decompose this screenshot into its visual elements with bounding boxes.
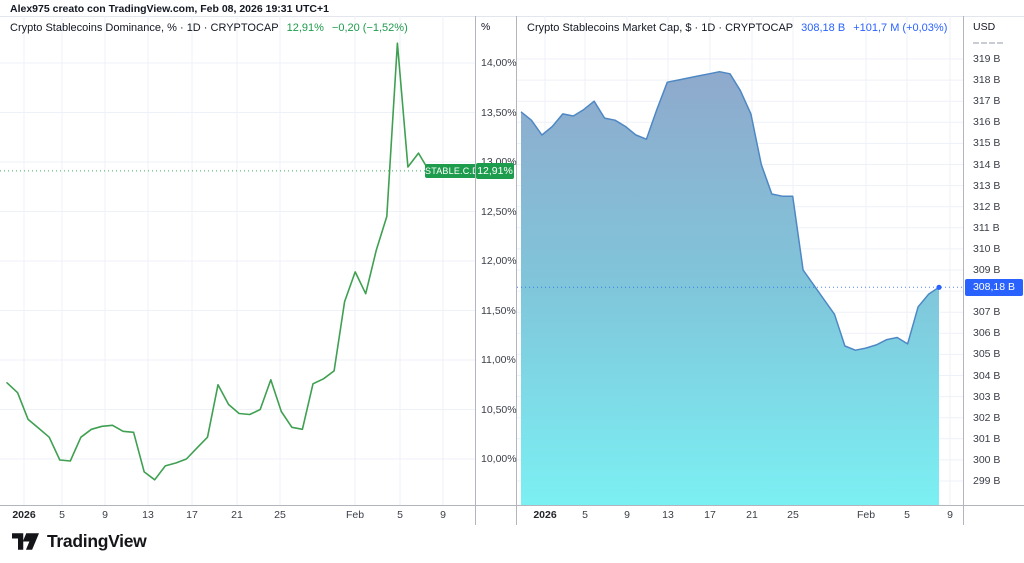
y-tick-label: 318 B — [973, 74, 1001, 87]
y-tick-label: 313 B — [973, 179, 1001, 192]
x-tick-label: 9 — [624, 509, 630, 521]
x-tick-label: 17 — [186, 509, 198, 521]
y-tick-label: 309 B — [973, 264, 1001, 276]
percent-axis-unit: % — [481, 21, 491, 33]
y-tick-label: 14,00% — [481, 57, 517, 69]
x-tick-label: 25 — [787, 509, 799, 521]
x-tick-label: 13 — [142, 509, 154, 521]
x-tick-label: 2026 — [12, 509, 36, 521]
stablecd-series-badge: STABLE.C.D — [425, 164, 475, 178]
attribution-text: Alex975 creato con TradingView.com, Feb … — [10, 3, 329, 15]
axis-dash-indicator — [973, 42, 1003, 44]
dominance-legend: Crypto Stablecoins Dominance, % · 1D · C… — [10, 21, 408, 35]
x-tick-label: 25 — [274, 509, 286, 521]
x-tick-label: Feb — [856, 509, 876, 521]
y-tick-label: 13,50% — [481, 106, 517, 119]
dominance-pane: STABLE.C.D — [0, 16, 475, 505]
y-tick-label: 301 B — [973, 432, 1001, 445]
y-tick-label: 305 B — [973, 348, 1001, 361]
dominance-last-value: 12,91% — [286, 22, 324, 34]
top-border — [0, 16, 1024, 17]
time-axis-border — [0, 505, 1024, 506]
x-tick-label: 5 — [397, 509, 403, 521]
tradingview-logo-icon — [12, 533, 39, 550]
x-tick-label: Feb — [345, 509, 365, 521]
y-tick-label: 306 B — [973, 327, 1001, 340]
market-cap-price-badge: 308,18 B — [965, 279, 1023, 296]
y-tick-label: 12,50% — [481, 205, 517, 218]
x-tick-label: 17 — [704, 509, 716, 521]
market-cap-area-chart[interactable] — [517, 16, 963, 505]
y-tick-label: 314 B — [973, 158, 1001, 171]
x-tick-label: 13 — [662, 509, 674, 521]
x-tick-label: 5 — [582, 509, 588, 521]
x-tick-label: 9 — [947, 509, 953, 521]
pane-divider — [516, 16, 517, 525]
y-tick-label: 11,50% — [481, 304, 516, 317]
dominance-price-axis[interactable]: % 12,91% 14,00% 13,50% 13,00% 12,50% 12,00% 1… — [475, 16, 517, 525]
x-tick-label: 2026 — [533, 509, 557, 521]
market-cap-price-axis[interactable]: USD 308,18 B 319 B 318 B 317 B 316 B 315 B 31… — [963, 16, 1024, 525]
market-cap-pane — [517, 16, 963, 505]
x-tick-label: 5 — [904, 509, 910, 521]
y-tick-label: 316 B — [973, 116, 1001, 129]
dominance-line-chart[interactable] — [0, 16, 475, 505]
market-cap-legend: Crypto Stablecoins Market Cap, $ · 1D · … — [527, 21, 947, 35]
x-tick-label: 9 — [440, 509, 446, 521]
x-tick-label: 9 — [102, 509, 108, 521]
tradingview-logo[interactable]: TradingView — [12, 531, 147, 552]
x-tick-label: 21 — [746, 509, 758, 521]
x-tick-label: 5 — [59, 509, 65, 521]
y-tick-label: 10,00% — [481, 453, 517, 465]
usd-axis-unit: USD — [973, 21, 996, 33]
y-tick-label: 303 B — [973, 390, 1001, 403]
y-tick-label: 12,00% — [481, 255, 517, 267]
x-tick-label: 21 — [231, 509, 243, 521]
pane-axis-border — [475, 16, 476, 525]
y-tick-label: 300 B — [973, 453, 1001, 466]
market-cap-last-value: 308,18 B — [801, 22, 846, 34]
y-tick-label: 11,00% — [481, 354, 516, 366]
dominance-change: −0,20 (−1,52%) — [331, 22, 408, 34]
y-tick-label: 312 B — [973, 200, 1001, 213]
dominance-price-badge: 12,91% — [476, 163, 514, 179]
dominance-legend-title[interactable]: Crypto Stablecoins Dominance, % · 1D · C… — [10, 22, 279, 34]
time-axis[interactable]: 2026 5 9 13 17 21 25 Feb 5 9 2026 5 9 13 17 21 25 Feb 5 9 — [0, 505, 1024, 525]
y-tick-label: 10,50% — [481, 403, 517, 416]
y-tick-label: 310 B — [973, 242, 1001, 255]
y-tick-label: 304 B — [973, 369, 1001, 382]
tradingview-logo-text: TradingView — [47, 531, 147, 551]
market-cap-legend-title[interactable]: Crypto Stablecoins Market Cap, $ · 1D · … — [527, 22, 794, 34]
market-cap-change: +101,7 M (+0,03%) — [853, 22, 948, 34]
y-tick-label: 317 B — [973, 95, 1001, 108]
y-tick-label: 302 B — [973, 411, 1001, 424]
y-tick-label: 307 B — [973, 306, 1001, 319]
y-tick-label: 311 B — [973, 221, 1000, 234]
y-tick-label: 299 B — [973, 475, 1001, 487]
y-tick-label: 315 B — [973, 137, 1001, 150]
y-tick-label: 319 B — [973, 53, 1001, 65]
right-axis-border — [963, 16, 964, 525]
